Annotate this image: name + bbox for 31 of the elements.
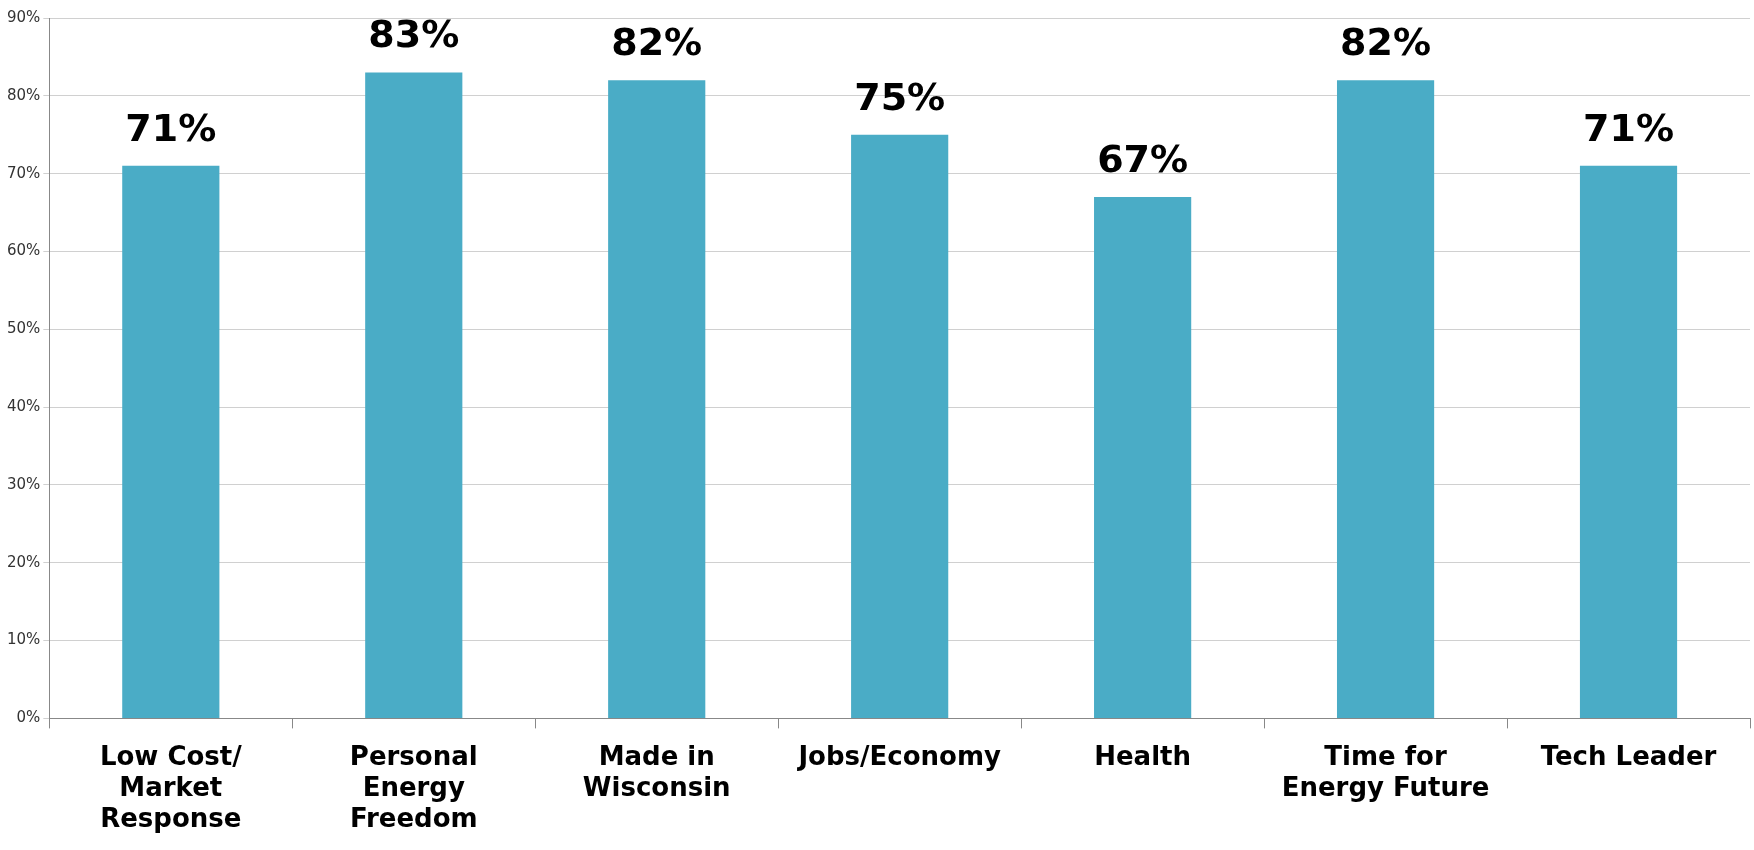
bar — [365, 72, 463, 718]
bar — [1579, 165, 1678, 718]
x-tick-label: Made in Wisconsin — [582, 740, 731, 802]
data-label: 75% — [854, 74, 946, 119]
y-tick-label: 10% — [7, 630, 41, 649]
y-tick-label: 30% — [7, 474, 41, 493]
x-tick-label: Personal Energy Freedom — [349, 740, 478, 834]
bar — [1336, 80, 1435, 718]
bar — [1094, 196, 1192, 718]
y-tick-label: 0% — [16, 708, 41, 727]
y-tick-label: 50% — [7, 319, 41, 338]
data-label: 83% — [368, 12, 460, 57]
bar — [608, 80, 706, 718]
data-label: 71% — [125, 105, 217, 150]
data-label: 71% — [1583, 105, 1675, 150]
bar — [122, 165, 220, 718]
y-tick-label: 70% — [7, 163, 41, 182]
y-tick-label: 40% — [7, 397, 41, 415]
y-tick-label: 20% — [7, 552, 41, 571]
y-tick-label: 60% — [7, 241, 41, 260]
x-tick-label: Tech Leader — [1540, 740, 1717, 771]
data-label: 82% — [611, 20, 703, 65]
data-label: 67% — [1097, 136, 1189, 181]
x-tick-label: Health — [1094, 740, 1192, 771]
bar — [851, 134, 949, 718]
y-tick-label: 90% — [7, 7, 41, 26]
y-tick-label: 80% — [7, 85, 41, 104]
x-tick-label: Jobs/Economy — [796, 740, 1001, 771]
x-tick-label: Time for Energy Future — [1281, 740, 1490, 802]
x-tick-label: Low Cost/ Market Response — [99, 740, 243, 834]
data-label: 82% — [1340, 20, 1432, 65]
